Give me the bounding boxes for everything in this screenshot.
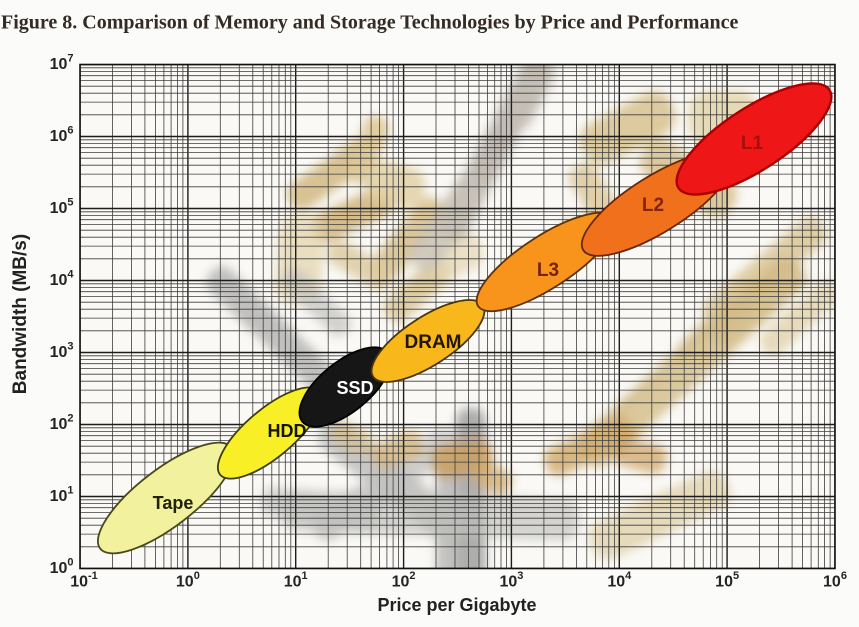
svg-text:DRAM: DRAM xyxy=(405,332,462,353)
svg-text:Bandwidth (MB/s): Bandwidth (MB/s) xyxy=(10,234,31,394)
svg-text:L1: L1 xyxy=(741,133,764,154)
svg-text:Price per Gigabyte: Price per Gigabyte xyxy=(377,595,536,615)
svg-text:L2: L2 xyxy=(642,195,664,216)
svg-text:HDD: HDD xyxy=(268,421,307,441)
svg-text:SSD: SSD xyxy=(336,378,373,398)
svg-text:Tape: Tape xyxy=(153,493,194,513)
svg-text:Figure 8. Comparison of Memory: Figure 8. Comparison of Memory and Stora… xyxy=(1,12,738,34)
svg-text:L3: L3 xyxy=(537,260,559,281)
